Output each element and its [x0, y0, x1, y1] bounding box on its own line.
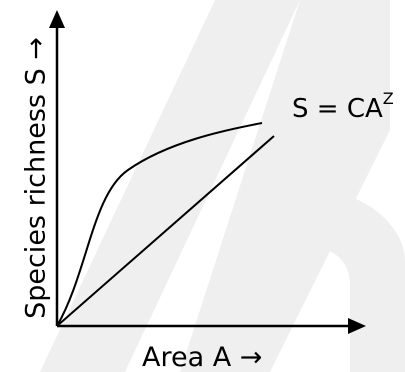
watermark-band-1: [40, 0, 300, 372]
x-axis-label: Area A →: [142, 342, 263, 372]
saturating-curve: [56, 122, 263, 327]
axes: [49, 10, 366, 334]
curves: [56, 122, 275, 327]
formula-base: S = CA: [292, 94, 383, 124]
y-axis-label: Species richness S →: [20, 37, 52, 319]
watermark: [40, 0, 405, 372]
x-axis-arrowhead: [348, 318, 366, 334]
formula-label: S = CAZ: [292, 91, 394, 124]
y-axis-arrowhead: [49, 10, 65, 28]
formula-exponent: Z: [382, 89, 394, 108]
straight-line: [56, 135, 275, 327]
